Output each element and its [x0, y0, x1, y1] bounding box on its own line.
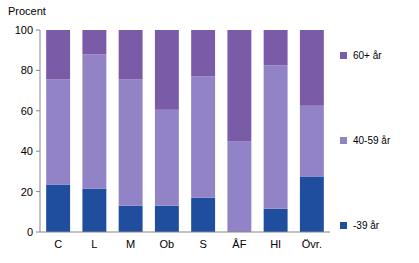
bar-segment: [264, 209, 288, 232]
bar-segment: [264, 30, 288, 65]
legend-label: 60+ år: [353, 50, 382, 61]
bar-segment: [119, 79, 143, 205]
x-tick-label: L: [91, 238, 97, 250]
bar-segment: [300, 106, 324, 177]
legend-swatch: [340, 222, 347, 229]
x-tick-label: ÅF: [232, 238, 246, 250]
y-tick: [36, 70, 40, 71]
bar-segment: [46, 185, 70, 232]
bar-segment: [119, 30, 143, 79]
bar-segment: [82, 54, 106, 188]
bar-segment: [46, 30, 70, 79]
bar-segment: [227, 141, 251, 232]
y-tick-label: 0: [27, 226, 33, 238]
bar-segment: [300, 30, 324, 106]
bar-segment: [227, 30, 251, 141]
y-tick-label: 60: [21, 105, 33, 117]
bar-segment: [82, 189, 106, 232]
bar-segment: [264, 65, 288, 208]
y-tick: [36, 151, 40, 152]
bar-segment: [191, 76, 215, 197]
y-tick: [36, 191, 40, 192]
y-tick-label: 100: [15, 24, 33, 36]
bar-segment: [155, 206, 179, 232]
bar-segment: [191, 198, 215, 232]
y-tick-label: 40: [21, 145, 33, 157]
bar-segment: [119, 206, 143, 232]
bar-segment: [82, 30, 106, 54]
legend-label: 40-59 år: [353, 135, 391, 146]
legend: 60+ år 40-59 år -39 år: [340, 50, 391, 231]
y-tick: [36, 30, 40, 31]
x-tick-label: Övr.: [302, 238, 322, 250]
chart-svg: Procent 0 20 40 60 80 100 C L M Ob S ÅF HI Övr. 60+ år 4…: [0, 0, 419, 263]
x-tick-label: S: [199, 238, 206, 250]
y-axis: [40, 30, 41, 232]
bar-segment: [191, 30, 215, 76]
y-tick-label: 20: [21, 186, 33, 198]
bar-segment: [300, 176, 324, 232]
bars: [46, 30, 324, 232]
y-tick: [36, 110, 40, 111]
y-axis-label: Procent: [8, 5, 46, 17]
legend-swatch: [340, 137, 347, 144]
legend-label: -39 år: [353, 220, 380, 231]
x-tick-label: M: [126, 238, 135, 250]
x-axis: [40, 232, 330, 233]
chart-container: Procent 0 20 40 60 80 100 C L M Ob S ÅF HI Övr. 60+ år 4…: [0, 0, 419, 263]
bar-segment: [155, 110, 179, 206]
y-tick: [36, 232, 40, 233]
x-tick-label: C: [54, 238, 62, 250]
legend-swatch: [340, 52, 347, 59]
x-tick-label: Ob: [160, 238, 175, 250]
x-tick-label: HI: [270, 238, 281, 250]
bar-segment: [155, 30, 179, 110]
bar-segment: [46, 79, 70, 184]
y-tick-label: 80: [21, 64, 33, 76]
